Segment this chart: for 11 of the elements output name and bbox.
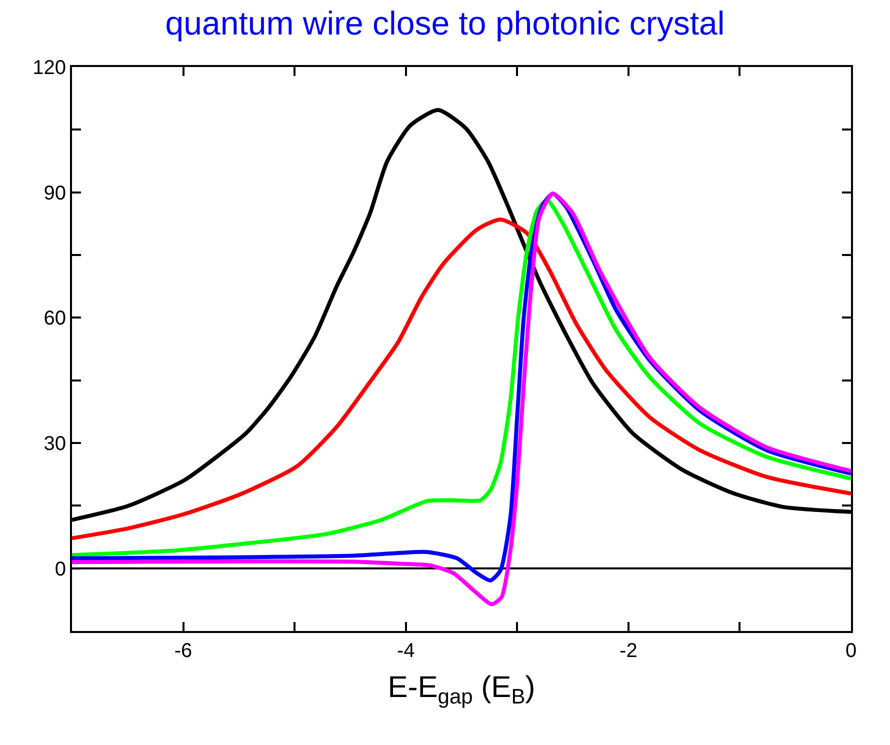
x-tick-label: -2 — [620, 640, 638, 662]
y-tick-label: 0 — [54, 558, 66, 580]
x-tick-label: -6 — [174, 640, 192, 662]
x-tick-label: -4 — [396, 640, 415, 662]
y-tick-label: 90 — [44, 182, 66, 204]
y-tick-label: 60 — [44, 308, 66, 330]
y-tick-label: 120 — [32, 57, 66, 79]
chart-title: quantum wire close to photonic crystal — [165, 4, 725, 42]
x-tick-label: 0 — [845, 640, 857, 662]
y-tick-label: 30 — [44, 433, 66, 455]
x-axis-title: E-E$_{gap}$ (E$_{B}$) — [388, 671, 536, 708]
